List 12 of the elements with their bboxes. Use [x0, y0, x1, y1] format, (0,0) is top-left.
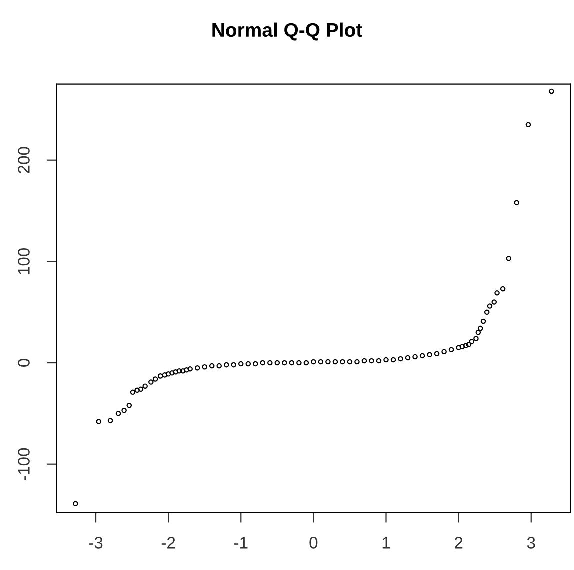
x-tick-label: 1 — [382, 537, 390, 549]
x-tick-label: -2 — [162, 537, 176, 549]
y-tick-label: 200 — [18, 147, 30, 174]
x-tick-label: -1 — [234, 537, 248, 549]
x-tick-label: 3 — [527, 537, 536, 549]
y-tick-label: -100 — [18, 448, 30, 480]
x-tick-label: 2 — [455, 537, 463, 549]
y-tick-label: 100 — [18, 248, 30, 274]
chart-title: Normal Q-Q Plot — [212, 22, 362, 41]
x-tick-label: 0 — [310, 537, 318, 549]
x-tick-label: -3 — [89, 537, 103, 549]
y-tick-label: 0 — [18, 359, 30, 368]
